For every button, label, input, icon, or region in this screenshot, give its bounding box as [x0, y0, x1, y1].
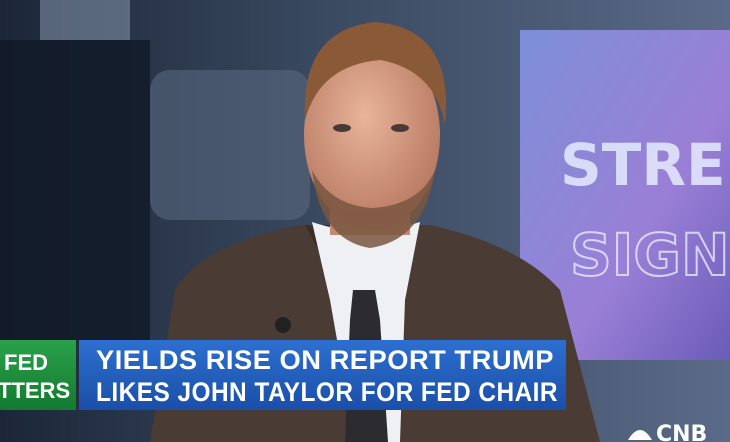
tag-text: TTERS — [0, 378, 70, 403]
headline: YIELDS RISE ON REPORT TRUMP — [96, 345, 554, 375]
studio-prop — [150, 70, 310, 220]
headline-box — [79, 340, 566, 410]
beard — [312, 170, 435, 248]
logo-peacock — [628, 430, 652, 440]
logo-text: CNB — [656, 422, 707, 442]
logo: CNB — [628, 422, 707, 442]
eye — [333, 124, 351, 132]
headline: LIKES JOHN TAYLOR FOR FED CHAIR — [96, 377, 558, 407]
ceiling-light — [40, 0, 130, 40]
hair — [304, 22, 447, 125]
face — [304, 40, 440, 230]
tag-box — [0, 340, 76, 410]
screen-text: SIGN — [570, 221, 730, 289]
left-panel — [0, 40, 150, 340]
screen-text: STRE — [560, 131, 726, 199]
eye — [391, 124, 409, 132]
microphone — [275, 317, 291, 333]
tag-text: FED — [4, 350, 48, 375]
